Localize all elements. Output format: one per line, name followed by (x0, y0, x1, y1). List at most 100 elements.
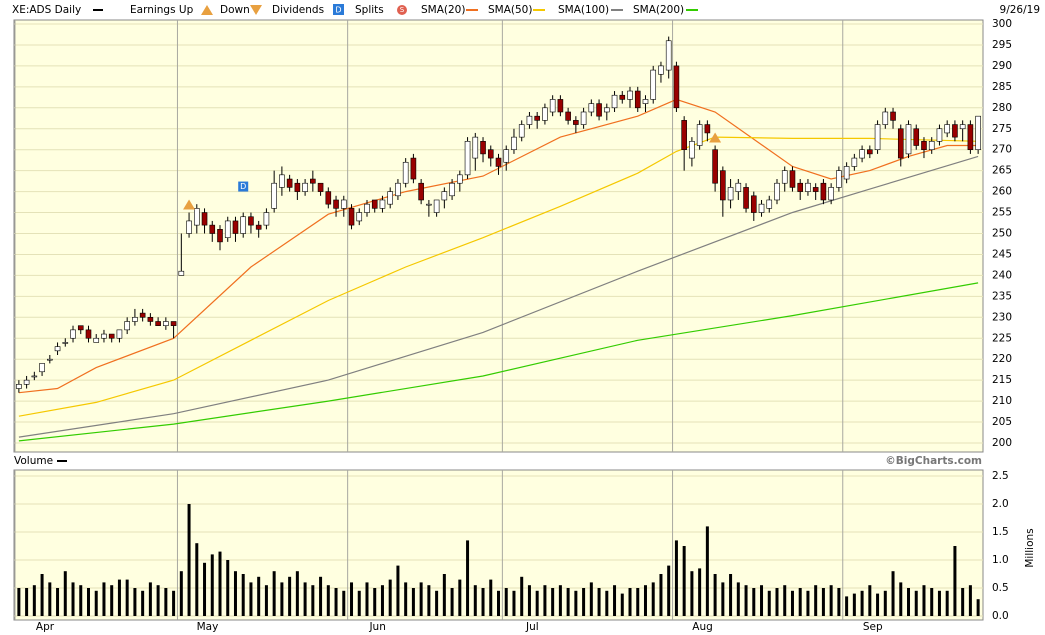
volume-tick-label: 0.5 (992, 582, 1009, 594)
candle-body (890, 111, 896, 121)
volume-bar (404, 582, 408, 616)
volume-label: Volume (14, 455, 53, 467)
volume-bar (373, 588, 377, 616)
legend-label: SMA(20) (421, 4, 465, 16)
volume-bar (899, 582, 903, 616)
volume-tick-label: 2.5 (992, 470, 1009, 482)
volume-bar (125, 579, 129, 616)
volume-bar (837, 588, 841, 616)
candle-body (240, 216, 247, 234)
volume-bar (226, 560, 230, 616)
candle-body (681, 120, 687, 151)
y-tick-label: 275 (992, 123, 1012, 135)
sma-line (18, 136, 979, 417)
candle-body (921, 141, 927, 151)
candle-body (836, 170, 842, 188)
candle-body (325, 191, 332, 205)
candle-body (132, 316, 138, 322)
y-tick-label: 225 (992, 332, 1012, 344)
volume-bar (272, 571, 276, 616)
volume-bar (79, 585, 83, 616)
volume-bar (860, 590, 864, 616)
y-tick-label: 265 (992, 165, 1012, 177)
y-tick-label: 245 (992, 248, 1012, 260)
volume-bar (690, 571, 694, 616)
earnings-label: Earnings Up (130, 4, 194, 16)
y-tick-label: 230 (992, 311, 1012, 323)
candle-body (54, 346, 61, 352)
volume-bar (32, 585, 36, 616)
candle-body (750, 195, 757, 213)
candle-body (232, 220, 239, 234)
candle-body (526, 115, 533, 125)
legend-label: SMA(50) (488, 4, 532, 16)
volume-bar (937, 590, 941, 616)
volume-bar (48, 582, 52, 616)
candle-body (905, 124, 912, 155)
volume-bar (535, 590, 539, 616)
candle-body (913, 128, 920, 146)
candle-body (279, 174, 285, 188)
y-tick-label: 205 (992, 416, 1012, 428)
candle-body (193, 208, 200, 226)
candle-body (70, 329, 76, 339)
volume-bar (682, 546, 686, 616)
volume-bar (481, 588, 485, 616)
candle-body (743, 187, 749, 209)
candle-body (371, 199, 378, 209)
candle-body (23, 379, 30, 385)
volume-bar (264, 585, 268, 616)
volume-bar (56, 588, 60, 616)
candle-body (712, 149, 718, 184)
candle-body (511, 136, 517, 151)
volume-bar (280, 582, 284, 616)
volume-bar (643, 585, 647, 616)
y-tick-label: 270 (992, 144, 1012, 156)
volume-bar (342, 590, 346, 616)
candle-body (897, 128, 904, 159)
candle-body (379, 199, 386, 209)
volume-bar (156, 585, 160, 616)
candle-body (565, 111, 571, 121)
y-tick-label: 250 (992, 228, 1012, 240)
volume-bar (458, 579, 462, 616)
volume-bar (930, 588, 934, 616)
y-tick-label: 300 (992, 18, 1012, 30)
candle-body (557, 99, 564, 113)
volume-bar (172, 590, 176, 616)
candle-body (735, 182, 742, 192)
candle-body (472, 136, 479, 159)
y-tick-label: 240 (992, 269, 1012, 281)
candle-body (457, 174, 463, 184)
candle-body (410, 157, 417, 180)
volume-bar (721, 582, 725, 616)
volume-bar (71, 582, 75, 616)
y-tick-label: 220 (992, 353, 1012, 365)
candle-body (604, 107, 610, 113)
volume-bar (450, 588, 454, 616)
price-panel (13, 19, 984, 453)
volume-bar (628, 588, 632, 616)
volume-bar (350, 582, 354, 616)
volume-tick-label: 0.0 (992, 610, 1009, 622)
volume-bar (233, 571, 237, 616)
dividends-label: Dividends (272, 4, 324, 16)
earnings-down-icon (250, 5, 262, 15)
volume-bar (396, 565, 400, 616)
dividend-marker (238, 181, 249, 192)
candle-body (627, 90, 633, 100)
candle-body (286, 178, 293, 188)
candle-body (518, 124, 525, 138)
sma-line (18, 282, 979, 442)
volume-bar (876, 593, 880, 616)
candle-body (418, 182, 424, 201)
sma-line (18, 155, 979, 438)
earnings-down-label: Down (220, 4, 250, 16)
volume-bar (976, 599, 980, 616)
legend-label: SMA(100) (558, 4, 609, 16)
volume-bar (620, 593, 624, 616)
candle-body (967, 124, 974, 150)
volume-bar (659, 574, 663, 616)
split-icon (397, 5, 407, 15)
candle-body (843, 166, 850, 180)
